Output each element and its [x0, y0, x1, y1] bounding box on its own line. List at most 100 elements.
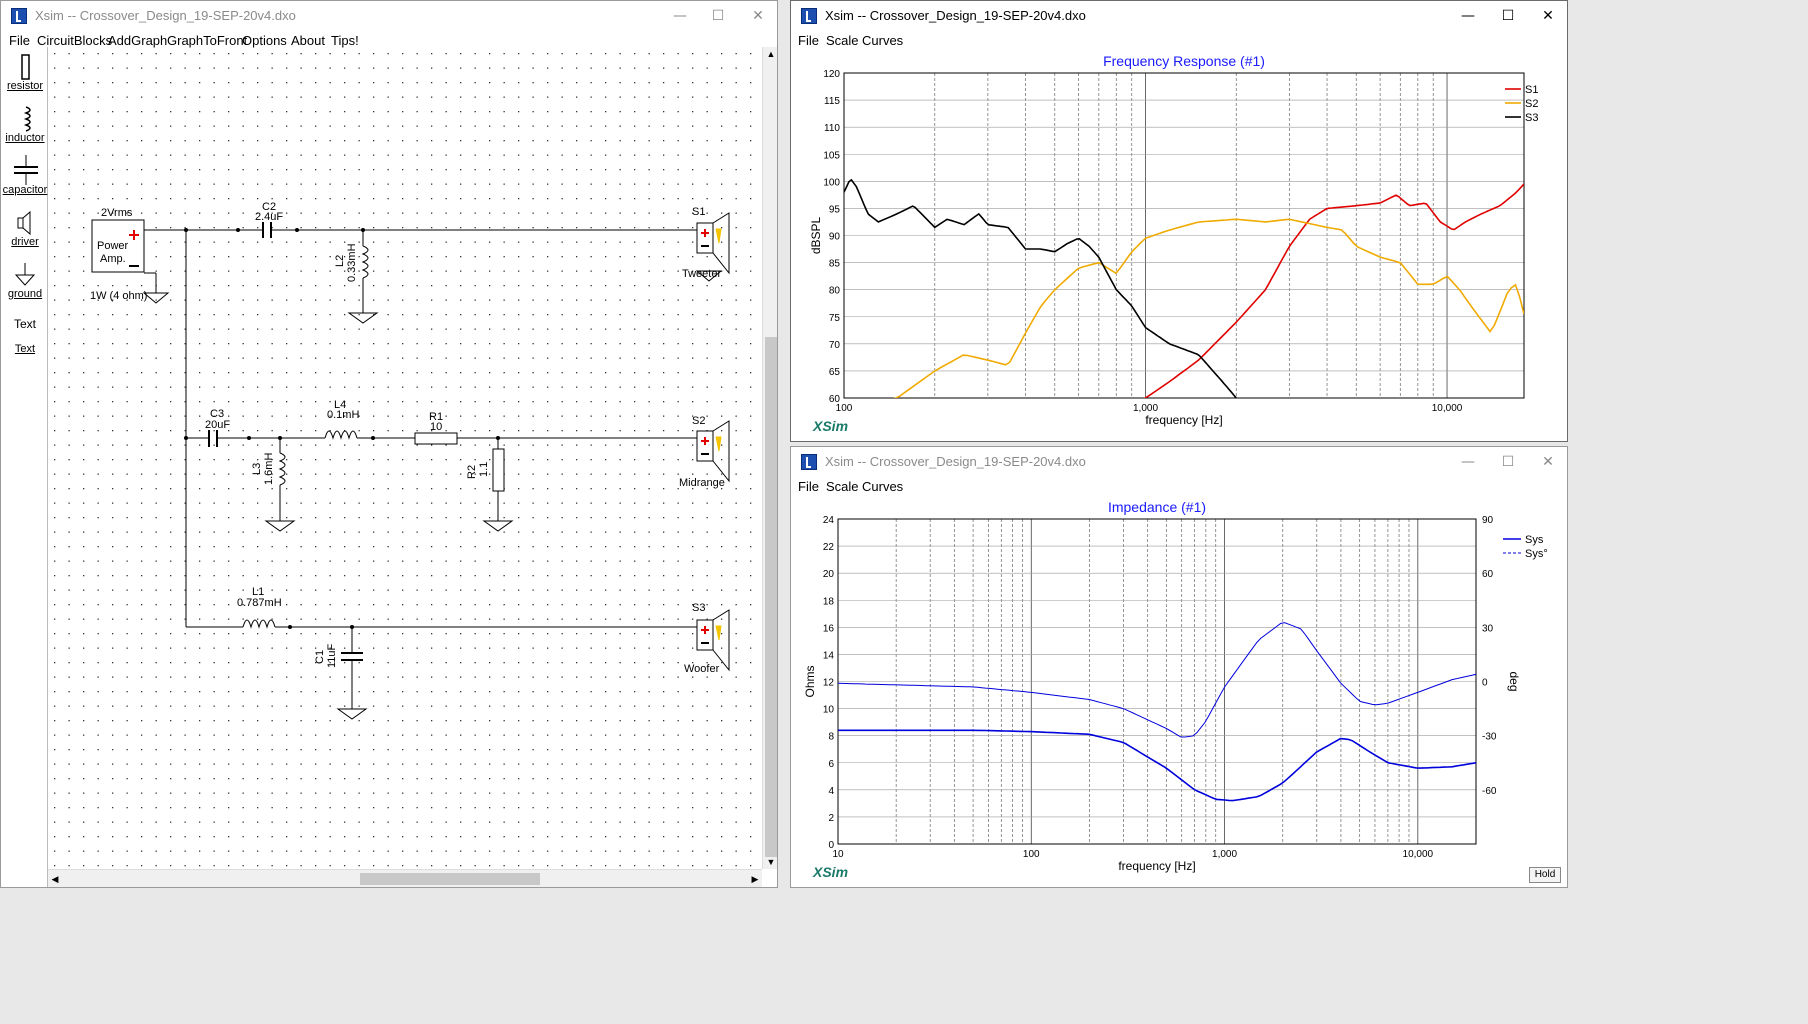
- y-tick-label: 75: [829, 313, 841, 324]
- y-tick-label: 18: [823, 596, 835, 607]
- legend-label: Sys°: [1525, 548, 1548, 560]
- y-tick-label: 105: [823, 150, 840, 161]
- y-axis-label: Ohms: [803, 665, 817, 697]
- y-tick-label: 65: [829, 367, 841, 378]
- menu-bar: File Scale Curves: [791, 31, 1567, 51]
- app-icon: [11, 8, 27, 24]
- close-icon[interactable]: ✕: [1542, 8, 1554, 24]
- c1-name: C1: [314, 650, 326, 664]
- driver-s1[interactable]: [695, 212, 730, 282]
- palette-resistor[interactable]: resistor: [1, 53, 49, 92]
- close-icon[interactable]: ✕: [1542, 454, 1554, 470]
- x-axis-label: frequency [Hz]: [1145, 413, 1222, 427]
- plot-border: [843, 72, 1525, 399]
- palette-ground[interactable]: ground: [1, 261, 49, 300]
- menu-bar: File Scale Curves: [791, 477, 1567, 497]
- hold-button[interactable]: Hold: [1529, 867, 1561, 883]
- freq-titlebar[interactable]: Xsim -- Crossover_Design_19-SEP-20v4.dxo…: [791, 1, 1567, 31]
- minimize-icon[interactable]: —: [1461, 454, 1475, 470]
- menu-scale[interactable]: Scale: [826, 33, 859, 48]
- scroll-down-icon[interactable]: ▼: [766, 857, 776, 867]
- horizontal-scroll-thumb[interactable]: [360, 873, 540, 885]
- x-axis-label: frequency [Hz]: [1118, 859, 1195, 873]
- y-tick-label: 14: [823, 650, 835, 661]
- frequency-response-chart[interactable]: 60 65 70 75 80 85 90 95 100 105 110 115 120 100 1,000 1…: [791, 51, 1567, 441]
- y-tick-label: 6: [828, 759, 834, 770]
- palette-capacitor[interactable]: capacitor: [1, 155, 49, 196]
- menu-addgraph[interactable]: AddGraph: [108, 33, 168, 48]
- vertical-scrollbar[interactable]: ▲ ▼: [762, 47, 777, 869]
- minimize-icon[interactable]: —: [673, 8, 687, 24]
- c2-name: C2: [262, 201, 276, 213]
- schematic-canvas[interactable]: 2Vrms Power Amp. 1W (4 ohm) C2 2.4uF L2 …: [48, 47, 762, 869]
- x-tick-label: 1,000: [1133, 403, 1158, 414]
- y-tick-label: 70: [829, 340, 841, 351]
- y-axis-label: dBSPL: [809, 216, 823, 254]
- palette-text-2[interactable]: Text: [1, 343, 49, 355]
- menu-curves[interactable]: Curves: [862, 479, 904, 494]
- schematic-titlebar[interactable]: Xsim -- Crossover_Design_19-SEP-20v4.dxo…: [1, 1, 777, 31]
- menu-file[interactable]: File: [798, 479, 819, 494]
- y-tick-label: 20: [823, 569, 835, 580]
- c2-value: 2.4uF: [255, 211, 283, 223]
- imp-titlebar[interactable]: Xsim -- Crossover_Design_19-SEP-20v4.dxo…: [791, 447, 1567, 477]
- l2-name: L2: [334, 255, 346, 267]
- menu-curves[interactable]: Curves: [862, 33, 904, 48]
- chart-title: Frequency Response (#1): [1103, 53, 1265, 69]
- maximize-icon[interactable]: ☐: [711, 8, 725, 24]
- xsim-watermark: XSim: [812, 418, 848, 434]
- palette-text[interactable]: Text: [1, 317, 49, 331]
- palette-label: resistor: [6, 80, 44, 92]
- y-tick-label: 4: [828, 786, 834, 797]
- window-title: Xsim -- Crossover_Design_19-SEP-20v4.dxo: [825, 454, 1086, 469]
- y-tick-label: 2: [828, 813, 834, 824]
- driver-s2[interactable]: [696, 420, 730, 483]
- scroll-right-icon[interactable]: ▶: [751, 874, 759, 884]
- y2-tick-label: 30: [1482, 623, 1494, 634]
- power-amp[interactable]: [91, 219, 145, 273]
- close-icon[interactable]: ✕: [752, 8, 764, 24]
- driver-icon: [17, 210, 31, 236]
- y-tick-label: 10: [823, 705, 835, 716]
- y-tick-label: 12: [823, 678, 835, 689]
- palette-driver[interactable]: driver: [1, 209, 49, 248]
- y2-axis-label: deg: [1507, 671, 1521, 691]
- x-tick-label: 10: [832, 849, 844, 860]
- r2-name: R2: [466, 465, 478, 479]
- palette-label: driver: [11, 236, 39, 248]
- menu-circuitblocks[interactable]: CircuitBlocks: [37, 33, 113, 48]
- app-icon: [801, 8, 817, 24]
- source-top-label: 2Vrms: [101, 207, 133, 219]
- horizontal-scrollbar[interactable]: ◀ ▶: [48, 869, 762, 887]
- s1-label: Tweeter: [682, 268, 721, 280]
- scroll-up-icon[interactable]: ▲: [766, 49, 776, 59]
- menu-tips[interactable]: Tips!: [331, 33, 359, 48]
- menu-scale[interactable]: Scale: [826, 479, 859, 494]
- driver-s3[interactable]: [696, 609, 730, 672]
- r2-value: 1.1: [478, 462, 490, 477]
- x-tick-label: 100: [836, 403, 853, 414]
- menu-graphtofront[interactable]: GraphToFront: [167, 33, 248, 48]
- maximize-icon[interactable]: ☐: [1501, 454, 1515, 470]
- s2-name: S2: [692, 415, 705, 427]
- y-tick-label: 80: [829, 286, 841, 297]
- y-tick-label: 115: [824, 96, 840, 107]
- window-title: Xsim -- Crossover_Design_19-SEP-20v4.dxo: [35, 8, 296, 23]
- maximize-icon[interactable]: ☐: [1501, 8, 1515, 24]
- minimize-icon[interactable]: —: [1461, 8, 1475, 24]
- source-label-2: Amp.: [100, 253, 126, 265]
- y2-tick-label: 60: [1482, 569, 1494, 580]
- y-tick-label: 60: [829, 394, 841, 405]
- y-tick-label: 0: [828, 840, 834, 851]
- capacitor-icon: [14, 155, 38, 185]
- vertical-scroll-thumb[interactable]: [765, 337, 777, 857]
- menu-about[interactable]: About: [291, 33, 325, 48]
- menu-file[interactable]: File: [9, 33, 30, 48]
- palette-inductor[interactable]: inductor: [1, 105, 49, 144]
- series-line-s3-2: [844, 178, 1237, 398]
- legend-label: S1: [1525, 84, 1538, 96]
- menu-options[interactable]: Options: [242, 33, 287, 48]
- scroll-left-icon[interactable]: ◀: [51, 874, 59, 884]
- menu-file[interactable]: File: [798, 33, 819, 48]
